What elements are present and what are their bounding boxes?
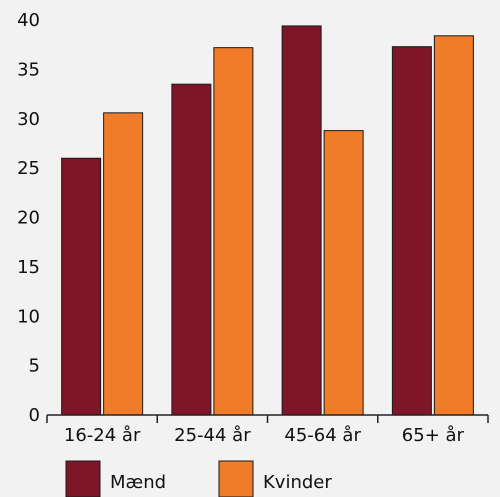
y-axis-ticks: 0 5 10 15 20 25 30 35 40 [17,10,40,426]
y-tick-label-40: 40 [17,10,40,31]
legend-label-1: Kvinder [263,472,332,493]
bar-maend-3 [391,46,432,416]
bar-maend-1 [171,83,212,416]
legend: Mænd Kvinder [65,460,332,497]
bar-kvinder-0 [103,112,144,416]
bar-maend-2 [281,25,322,416]
bar-kvinder-2 [323,130,364,416]
y-tick-label-30: 30 [17,109,40,130]
x-tick-label-0: 16-24 år [64,425,141,446]
y-tick-label-35: 35 [17,59,40,80]
x-tick-label-2: 45-64 år [284,425,361,446]
legend-label-0: Mænd [110,472,166,493]
bar-kvinder-1 [213,47,254,416]
y-tick-label-20: 20 [17,208,40,229]
x-axis-ticks: 16-24 år 25-44 år 45-64 år 65+ år [46,415,489,446]
bars [61,25,474,416]
bar-kvinder-3 [433,35,474,416]
legend-swatch-0 [65,460,101,497]
y-tick-label-25: 25 [17,158,40,179]
y-tick-label-15: 15 [17,257,40,278]
y-tick-label-10: 10 [17,306,40,327]
y-tick-label-0: 0 [29,405,40,426]
legend-swatch-1 [218,460,254,497]
bar-maend-0 [61,157,102,416]
x-tick-label-3: 65+ år [402,425,465,446]
y-tick-label-5: 5 [29,356,40,377]
x-tick-label-1: 25-44 år [174,425,251,446]
